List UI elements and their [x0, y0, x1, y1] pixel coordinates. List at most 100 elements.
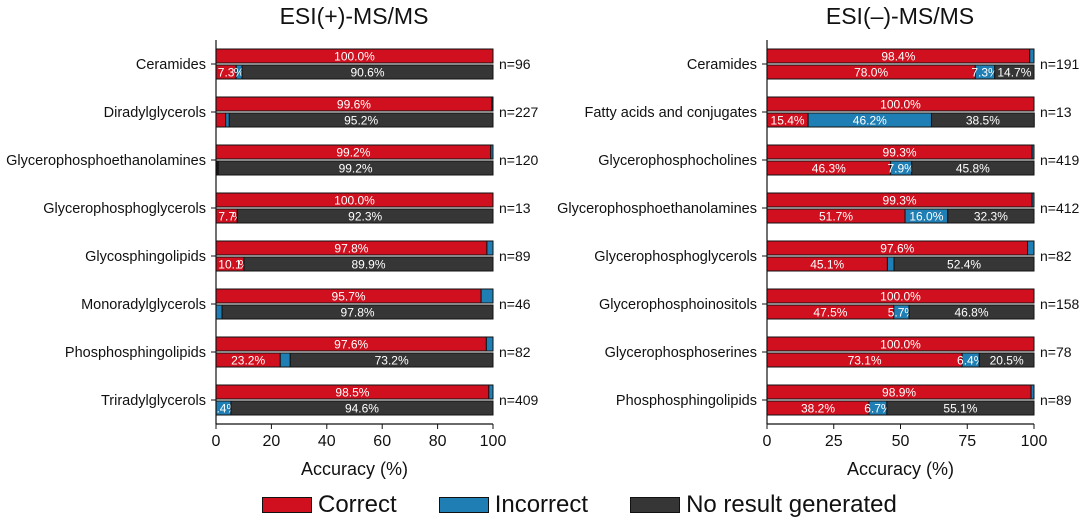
- chart1-bottom-value-label: 32.3%: [974, 210, 1008, 224]
- chart0-top-value-label: 98.5%: [335, 386, 369, 400]
- chart0-bottom-value-label: 7.3: [218, 66, 235, 80]
- chart0-x-tick-label: 60: [373, 433, 391, 450]
- legend-swatch-correct: [262, 497, 312, 513]
- chart0-bar-bottom-correct: [215, 112, 227, 128]
- chart0-category-label: Triradylglycerols: [101, 393, 206, 409]
- chart0-top-value-label: 99.6%: [337, 98, 371, 112]
- chart1-n-label: n=78: [1040, 344, 1072, 360]
- chart1-category-label: Glycerophosphoglycerols: [594, 249, 757, 265]
- legend-item-incorrect: Incorrect: [438, 491, 588, 519]
- legend-swatch-incorrect: [438, 497, 489, 513]
- chart0-top-value-label: 97.8%: [334, 242, 368, 256]
- chart1-top-value-label: 100.0%: [880, 98, 921, 112]
- chart0-n-label: n=82: [499, 344, 531, 360]
- chart0-category-label: Phosphosphingolipids: [65, 345, 206, 361]
- chart1-bar-bottom-no-result-generated: [947, 208, 1035, 224]
- chart1-top-value-label: 98.9%: [882, 386, 916, 400]
- chart0-bottom-value-label: 95.2%: [344, 114, 378, 128]
- chart1-bottom-value-label: 52.4%: [947, 258, 981, 272]
- legend-label-noresult: No result generated: [686, 491, 897, 518]
- chart0-n-label: n=96: [499, 56, 531, 72]
- chart1-bottom-value-label: 51.7%: [819, 210, 853, 224]
- chart0-x-tick-label: 20: [263, 433, 281, 450]
- chart1-bar-bottom-no-result-generated: [994, 64, 1035, 80]
- chart1-bottom-value-label: 46.3%: [812, 162, 846, 176]
- chart0-n-label: n=227: [499, 104, 539, 120]
- chart1-title: ESI(–)-MS/MS: [826, 3, 974, 29]
- chart0-bottom-value-label: 90.6%: [351, 66, 385, 80]
- chart1-top-value-label: 97.6%: [880, 242, 914, 256]
- chart1-top-value-label: 100.0%: [880, 290, 921, 304]
- chart1-category-label: Fatty acids and conjugates: [585, 105, 758, 121]
- chart0-n-label: n=409: [499, 392, 539, 408]
- chart1-n-label: n=13: [1040, 104, 1072, 120]
- chart1-n-label: n=191: [1040, 56, 1080, 72]
- chart1-x-tick-label: 75: [958, 433, 976, 450]
- chart1-bottom-value-label: 5.7%: [888, 306, 916, 320]
- chart1-category-label: Phosphosphingolipids: [616, 393, 757, 409]
- chart0-bottom-value-label: %: [234, 66, 245, 80]
- chart1-category-label: Glycerophosphoinositols: [599, 297, 757, 313]
- chart0-bar-bottom-no-result-generated: [230, 400, 494, 416]
- chart0-x-axis-label: Accuracy (%): [301, 459, 408, 479]
- legend: Correct Incorrect No result generated: [262, 490, 939, 520]
- chart1-bar-top-incorrect: [1027, 240, 1035, 256]
- chart1-n-label: n=412: [1040, 200, 1080, 216]
- chart1-bar-bottom-no-result-generated: [886, 400, 1035, 416]
- chart1-x-tick-label: 25: [825, 433, 843, 450]
- chart0-bar-bottom-no-result-generated: [236, 208, 494, 224]
- chart1-bar-bottom-no-result-generated: [978, 352, 1035, 368]
- chart1-bottom-value-label: 38.5%: [966, 114, 1000, 128]
- chart1-bottom-value-label: 73.1%: [848, 354, 882, 368]
- chart1-x-tick-label: 50: [892, 433, 910, 450]
- chart0-category-label: Glycerophosphoglycerols: [43, 201, 206, 217]
- chart0-bottom-value-label: 10.1: [218, 258, 242, 272]
- chart1-bottom-value-label: 78.0%: [854, 66, 888, 80]
- chart1-bottom-value-label: 6.7%: [864, 402, 892, 416]
- chart0-n-label: n=89: [499, 248, 531, 264]
- chart1-x-axis-label: Accuracy (%): [847, 459, 954, 479]
- chart1-bar-top-incorrect: [1029, 48, 1035, 64]
- chart1-bottom-value-label: 14.7%: [997, 66, 1031, 80]
- chart1-n-label: n=82: [1040, 248, 1072, 264]
- chart0-bar-top-incorrect: [488, 384, 494, 400]
- chart1-bar-bottom-no-result-generated: [893, 256, 1035, 272]
- chart0-bottom-value-label: 89.9%: [351, 258, 385, 272]
- chart0-bottom-value-label: 94.6%: [345, 402, 379, 416]
- chart1-x-tick-label: 100: [1021, 433, 1048, 450]
- chart1-bottom-value-label: 46.2%: [853, 114, 887, 128]
- chart0-top-value-label: 100.0%: [334, 50, 375, 64]
- chart0-bottom-value-label: 97.8%: [341, 306, 375, 320]
- chart0-n-label: n=13: [499, 200, 531, 216]
- chart0-bar-top-incorrect: [491, 96, 494, 112]
- legend-item-noresult: No result generated: [630, 491, 897, 519]
- chart1-top-value-label: 99.3%: [883, 194, 917, 208]
- chart1-bottom-value-label: 46.8%: [955, 306, 989, 320]
- chart0-top-value-label: 100.0%: [334, 194, 375, 208]
- chart0-category-label: Diradylglycerols: [104, 105, 206, 121]
- chart0-category-label: Ceramides: [136, 57, 206, 73]
- chart1-top-value-label: 100.0%: [880, 338, 921, 352]
- chart0-bottom-value-label: 23.2%: [231, 354, 265, 368]
- chart0-x-tick-label: 0: [212, 433, 221, 450]
- chart0-category-label: Monoradylglycerols: [81, 297, 206, 313]
- chart1-bottom-value-label: 47.5%: [813, 306, 847, 320]
- chart0-bar-top-incorrect: [490, 144, 494, 160]
- chart0-bar-top-incorrect: [485, 336, 494, 352]
- chart1-n-label: n=158: [1040, 296, 1080, 312]
- legend-item-correct: Correct: [262, 491, 397, 519]
- chart1-bottom-value-label: 20.5%: [990, 354, 1024, 368]
- chart1-bar-bottom-incorrect: [886, 256, 895, 272]
- chart1-top-value-label: 99.3%: [883, 146, 917, 160]
- chart0-x-tick-label: 40: [318, 433, 336, 450]
- chart0-n-label: n=120: [499, 152, 539, 168]
- chart1-bottom-value-label: 45.1%: [810, 258, 844, 272]
- chart0-bottom-value-label: 7.7: [218, 210, 235, 224]
- chart1-bar-top-incorrect: [1031, 192, 1035, 208]
- chart0-bar-bottom-no-result-generated: [289, 352, 494, 368]
- chart1-bottom-value-label: 7.9%: [887, 162, 915, 176]
- chart1-bottom-value-label: 16.0%: [909, 210, 943, 224]
- chart0-bar-bottom-incorrect: [279, 352, 291, 368]
- chart1-bar-top-incorrect: [1031, 144, 1035, 160]
